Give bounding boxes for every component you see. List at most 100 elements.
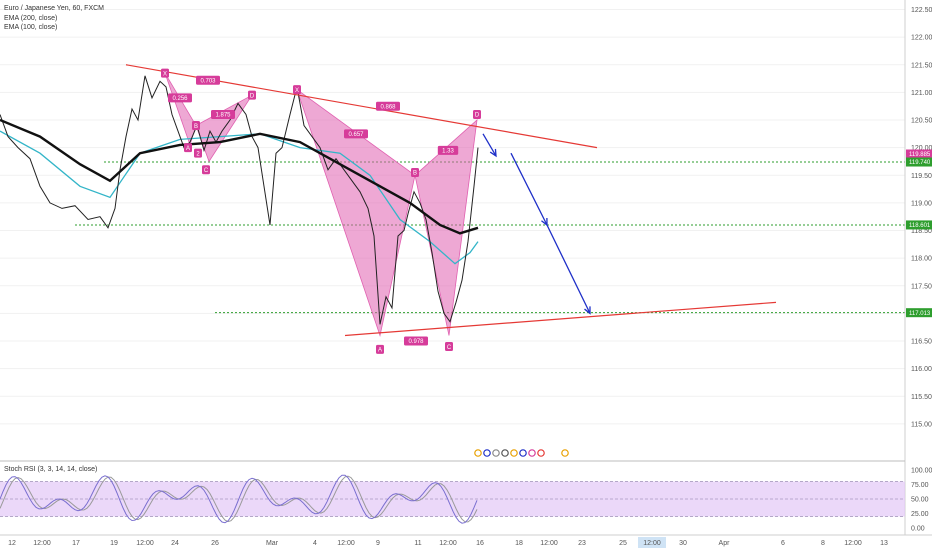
pattern-point-badge	[411, 168, 419, 178]
time-tick-label: 9	[376, 540, 380, 547]
price-tick-label: 116.500	[911, 339, 932, 346]
time-tick-label: Mar	[266, 540, 279, 547]
ratio-badge	[376, 101, 400, 111]
projection-arrows	[482, 133, 591, 315]
event-icon[interactable]	[537, 449, 545, 457]
time-tick-label: 12:00	[540, 540, 558, 547]
pattern-point-label: D	[250, 93, 255, 99]
time-tick-label: 8	[821, 540, 825, 547]
price-marker-badge	[906, 220, 932, 230]
event-icon[interactable]	[492, 449, 500, 457]
time-tick-label: 24	[171, 540, 179, 547]
pattern-point-badge	[293, 85, 301, 95]
price-marker-label: 119.885	[909, 152, 931, 158]
price-axis[interactable]: 122.500 122.000 121.500 121.000 120.500 120.0…	[911, 7, 932, 428]
price-marker-badge	[906, 149, 932, 159]
stoch-rsi-pane	[0, 474, 905, 524]
event-icon[interactable]	[501, 449, 509, 457]
price-markers: 119.885 119.740 118.601 117.013	[906, 149, 932, 318]
pattern-point-badge	[194, 148, 202, 158]
ratio-badge	[404, 336, 428, 346]
pattern-point-badge	[473, 110, 481, 119]
time-tick-label: 4	[313, 540, 317, 547]
price-marker-badge	[906, 157, 932, 167]
event-icon[interactable]	[474, 449, 482, 457]
time-tick-label: 26	[211, 540, 219, 547]
stoch-rsi-label[interactable]: Stoch RSI (3, 3, 14, 14, close)	[4, 466, 97, 473]
pattern-point-badge	[161, 68, 169, 78]
pattern-point-badge	[192, 121, 200, 131]
stoch-tick-label: 50.00	[911, 497, 929, 504]
pattern-tags: X A B C D 2 0.703 0.256 1.875 X A B C D 0.868 0.657 1.33…	[161, 68, 481, 354]
pattern-triangle	[296, 88, 416, 337]
time-tick-label: 30	[679, 540, 687, 547]
price-tick-label: 118.500	[911, 228, 932, 235]
event-icon[interactable]	[528, 449, 536, 457]
price-tick-label: 119.000	[911, 200, 932, 207]
time-tick-label: 16	[476, 540, 484, 547]
price-tick-label: 122.000	[911, 35, 932, 42]
time-tick-label: 11	[414, 540, 421, 547]
indicator-ema200[interactable]: EMA (200, close)	[4, 15, 57, 22]
price-tick-label: 120.500	[911, 118, 932, 125]
time-axis[interactable]: 12 12:00 17 19 12:00 24 26 Mar 4 12:00 9 11 12:00 16 1…	[8, 537, 888, 548]
horizontal-levels	[75, 161, 905, 314]
stoch-k-line	[0, 474, 478, 524]
stoch-tick-label: 25.00	[911, 511, 929, 518]
pattern-point-badge	[248, 90, 256, 100]
event-icons[interactable]	[474, 449, 569, 457]
price-marker-label: 117.013	[909, 311, 931, 317]
event-icon[interactable]	[561, 449, 569, 457]
price-tick-label: 121.000	[911, 90, 932, 97]
price-marker-badge	[906, 308, 932, 318]
stoch-d-line	[0, 475, 478, 523]
ratio-badge	[168, 93, 192, 103]
time-tick-label: 17	[72, 540, 80, 547]
price-marker-label: 119.740	[909, 160, 931, 166]
event-icon[interactable]	[510, 449, 518, 457]
event-icon[interactable]	[483, 449, 491, 457]
pattern-point-badge	[202, 165, 210, 175]
time-tick-label: Apr	[719, 540, 731, 547]
event-icon[interactable]	[519, 449, 527, 457]
ratio-label: 0.703	[200, 78, 216, 84]
pattern-point-label: D	[475, 113, 480, 119]
projection-leg	[482, 133, 497, 157]
pattern-point-label: X	[295, 88, 299, 94]
stoch-rsi-axis: 100.00 75.00 50.00 25.00 0.00	[911, 468, 932, 533]
ema100-line	[0, 130, 479, 265]
time-tick-label: 12:00	[33, 540, 51, 547]
pattern-point-label: 2	[196, 151, 200, 157]
pattern-point-badge	[445, 342, 453, 352]
projection-arrowhead	[584, 306, 591, 315]
pattern-point-label: B	[413, 171, 417, 177]
time-tick-label: 19	[110, 540, 118, 547]
symbol-title[interactable]: Euro / Japanese Yen, 60, FXCM	[4, 5, 104, 12]
pattern-point-badge	[184, 143, 192, 153]
time-tick-label: 12:00	[337, 540, 355, 547]
time-tick-label: 12:00	[136, 540, 154, 547]
pattern-point-label: C	[447, 345, 452, 351]
pattern-point-label: B	[194, 124, 198, 130]
price-tick-label: 122.500	[911, 7, 932, 14]
ratio-label: 1.875	[215, 113, 231, 119]
pattern-point-label: C	[204, 168, 209, 174]
stoch-tick-label: 75.00	[911, 482, 929, 489]
price-tick-label: 116.000	[911, 366, 932, 373]
indicator-ema100[interactable]: EMA (100, close)	[4, 24, 57, 31]
time-highlight	[638, 537, 666, 548]
time-tick-label: 12	[8, 540, 16, 547]
ema200-line	[0, 118, 479, 235]
time-tick-label: 23	[578, 540, 586, 547]
ratio-label: 1.33	[442, 149, 454, 155]
time-tick-label: 12:00	[643, 540, 661, 547]
time-tick-label: 18	[515, 540, 523, 547]
price-tick-label: 115.000	[911, 421, 932, 428]
price-series	[0, 75, 479, 325]
price-tick-label: 120.000	[911, 145, 932, 152]
ratio-badge	[344, 129, 368, 139]
time-tick-label: 13	[880, 540, 888, 547]
ratio-badge	[437, 145, 459, 155]
price-line	[0, 75, 479, 325]
